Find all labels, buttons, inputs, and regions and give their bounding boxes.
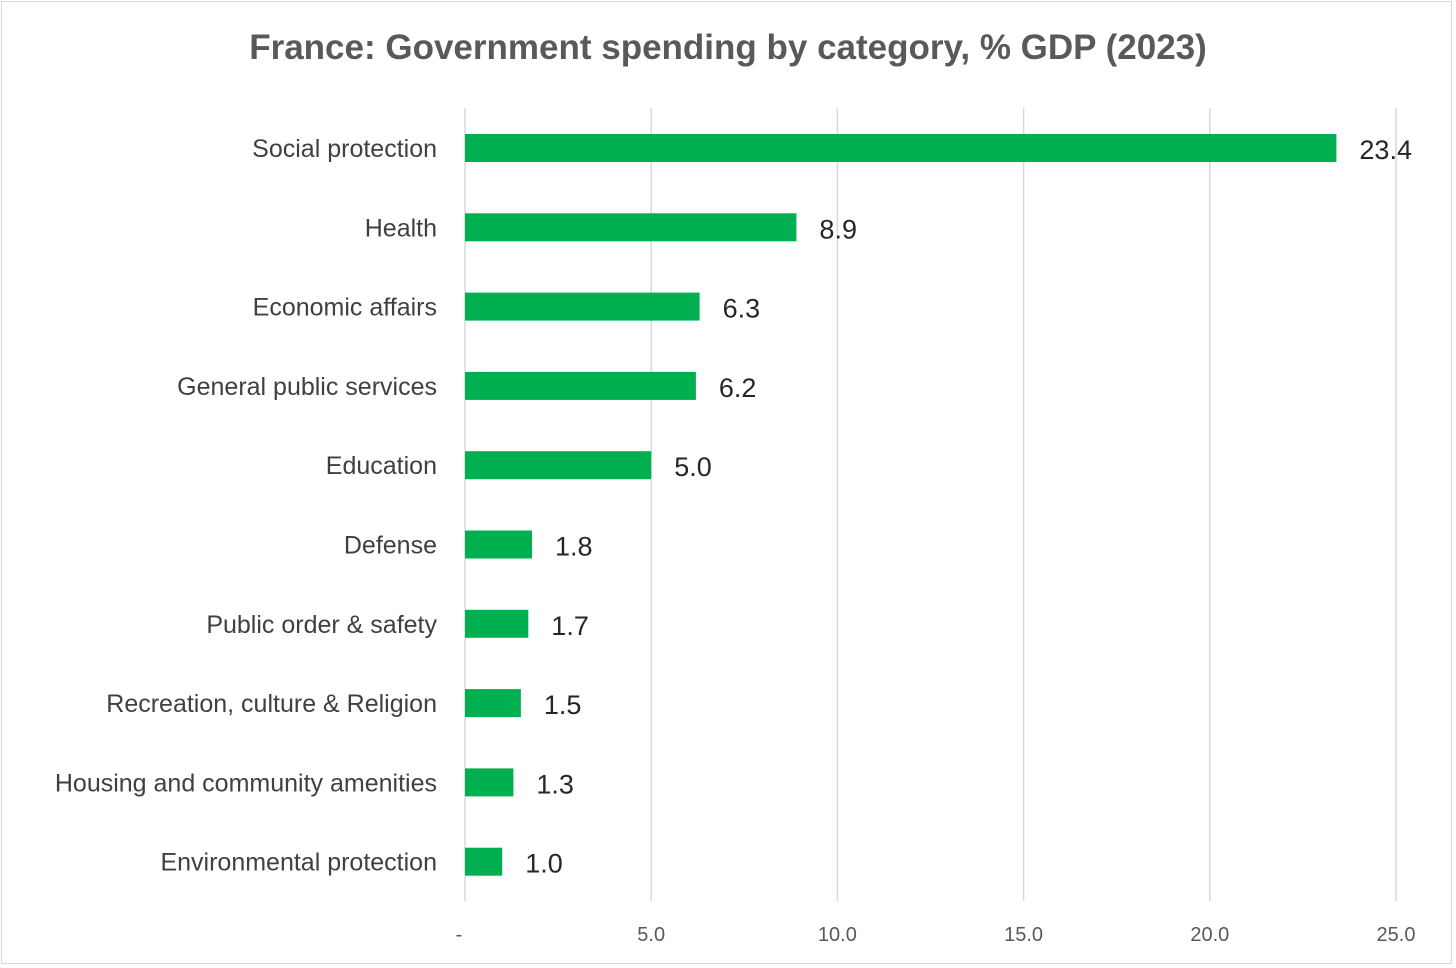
- chart-title: France: Government spending by category,…: [249, 28, 1207, 67]
- data-label: 23.4: [1359, 135, 1412, 165]
- category-label: Recreation, culture & Religion: [106, 690, 437, 718]
- x-tick-label: 15.0: [1004, 924, 1043, 946]
- data-label: 1.8: [555, 532, 593, 562]
- category-label: Health: [365, 214, 437, 242]
- category-label: Public order & safety: [206, 611, 437, 639]
- bar: [465, 134, 1337, 162]
- x-tick-label: -: [456, 924, 463, 946]
- bar: [465, 847, 503, 876]
- category-label: Economic affairs: [253, 294, 437, 322]
- category-label: Defense: [344, 532, 437, 560]
- data-label: 1.3: [536, 769, 574, 799]
- data-label: 1.0: [525, 849, 563, 879]
- bar: [465, 530, 533, 559]
- data-label: 1.5: [544, 690, 582, 720]
- category-label: Housing and community amenities: [55, 769, 437, 797]
- category-label: Education: [326, 452, 437, 480]
- bar: [465, 689, 521, 718]
- x-tick-label: 10.0: [818, 924, 857, 946]
- bar: [465, 213, 797, 242]
- bar: [465, 768, 514, 797]
- bar: [465, 292, 700, 321]
- bar: [465, 371, 696, 400]
- bar: [465, 609, 529, 638]
- x-tick-label: 25.0: [1377, 924, 1416, 946]
- data-label: 1.7: [551, 611, 589, 641]
- category-label: Social protection: [252, 135, 437, 163]
- category-label: General public services: [177, 373, 437, 401]
- category-label: Environmental protection: [160, 849, 437, 877]
- x-tick-label: 5.0: [637, 924, 665, 946]
- data-label: 8.9: [819, 214, 857, 244]
- bar: [465, 451, 652, 480]
- data-label: 6.2: [719, 373, 757, 403]
- data-label: 6.3: [723, 294, 761, 324]
- data-label: 5.0: [674, 452, 712, 482]
- x-tick-label: 20.0: [1190, 924, 1229, 946]
